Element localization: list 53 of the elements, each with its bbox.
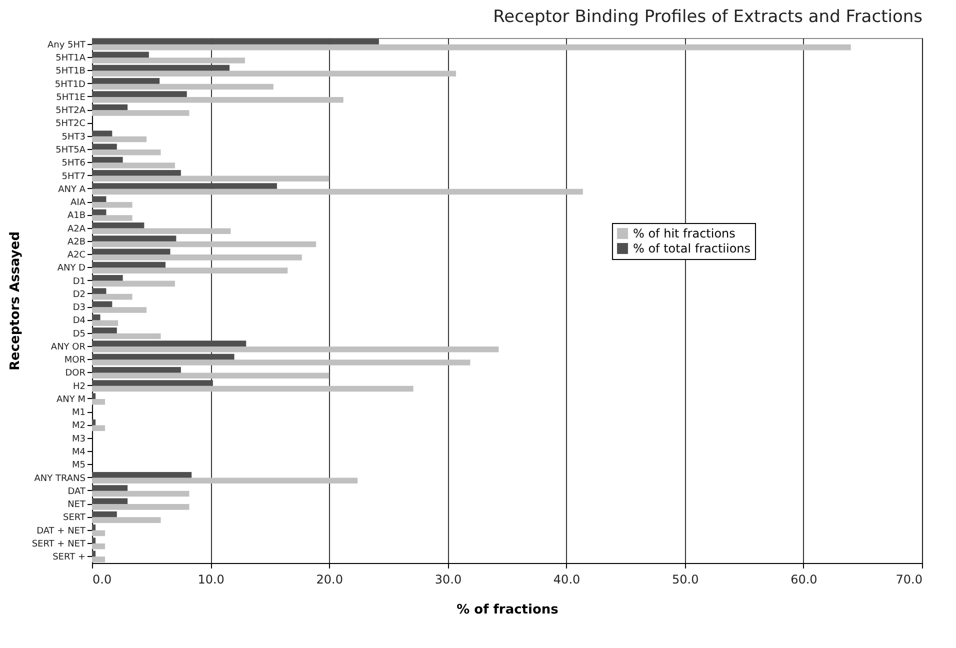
y-tick-label: 5HT6	[62, 158, 86, 169]
y-tick-label: D3	[72, 303, 86, 314]
y-tick-label: MOR	[64, 356, 86, 366]
y-tick-label: 5HT3	[62, 132, 86, 142]
x-tick-label: 50.0	[672, 572, 699, 586]
y-tick-label: DAT + NET	[36, 526, 86, 536]
x-tick-label: 10.0	[198, 572, 224, 586]
y-tick-label: A2B	[67, 237, 86, 248]
y-tick-label: M2	[72, 421, 86, 432]
x-tick-label: 70.0	[896, 572, 922, 586]
y-tick-label: 5HT2C	[55, 119, 86, 130]
y-tick-label: H2	[73, 382, 86, 392]
x-axis-title: % of fractions	[456, 602, 559, 618]
y-tick-label: SERT	[63, 513, 86, 524]
y-tick-label: 5HT1D	[54, 80, 86, 90]
y-tick-label: M5	[72, 460, 86, 471]
y-tick-label: A2C	[67, 250, 86, 261]
y-tick-label: M4	[72, 448, 86, 458]
y-tick-label: SERT + NET	[32, 539, 86, 550]
x-tick-label: 20.0	[316, 572, 343, 586]
y-tick-label: 5HT1B	[56, 66, 86, 77]
y-tick-label: ANY M	[56, 394, 86, 405]
y-tick-label: ANY OR	[50, 342, 86, 352]
y-tick-label: D4	[72, 316, 86, 326]
y-tick-label: D5	[72, 329, 86, 340]
y-tick-label: M3	[72, 434, 86, 444]
y-tick-label: ANY D	[57, 264, 86, 274]
legend-label: % of total fractiions	[633, 242, 751, 256]
y-tick-label: 5HT7	[62, 172, 86, 182]
y-tick-label: DAT	[68, 486, 86, 497]
y-tick-label: A1B	[67, 211, 86, 222]
x-tick-label: 40.0	[553, 572, 580, 586]
y-tick-label: Any 5HT	[47, 40, 86, 50]
y-tick-label: SERT +	[52, 552, 86, 563]
y-tick-label: D2	[72, 290, 86, 300]
y-tick-label: NET	[68, 500, 86, 510]
x-tick-label: 0.0	[92, 572, 112, 586]
legend-label: % of hit fractions	[633, 226, 736, 240]
y-tick-label: ANY A	[58, 184, 86, 195]
y-tick-label: A2A	[67, 224, 86, 234]
y-tick-label: 5HT1A	[56, 54, 86, 64]
y-tick-label: D1	[72, 276, 86, 287]
y-tick-label: ANY TRANS	[34, 474, 86, 484]
y-axis-title: Receptors Assayed	[8, 232, 23, 370]
y-tick-label: 5HT5A	[56, 145, 86, 156]
y-tick-label: M1	[72, 408, 86, 418]
x-tick-label: 30.0	[434, 572, 462, 586]
y-tick-label: 5HT2A	[56, 106, 86, 116]
chart-title: Receptor Binding Profiles of Extracts and Fractions	[493, 7, 923, 27]
y-tick-label: DOR	[65, 368, 86, 379]
x-tick-label: 60.0	[790, 572, 818, 586]
y-tick-label: AIA	[70, 198, 86, 208]
y-tick-label: 5HT1E	[56, 92, 86, 103]
